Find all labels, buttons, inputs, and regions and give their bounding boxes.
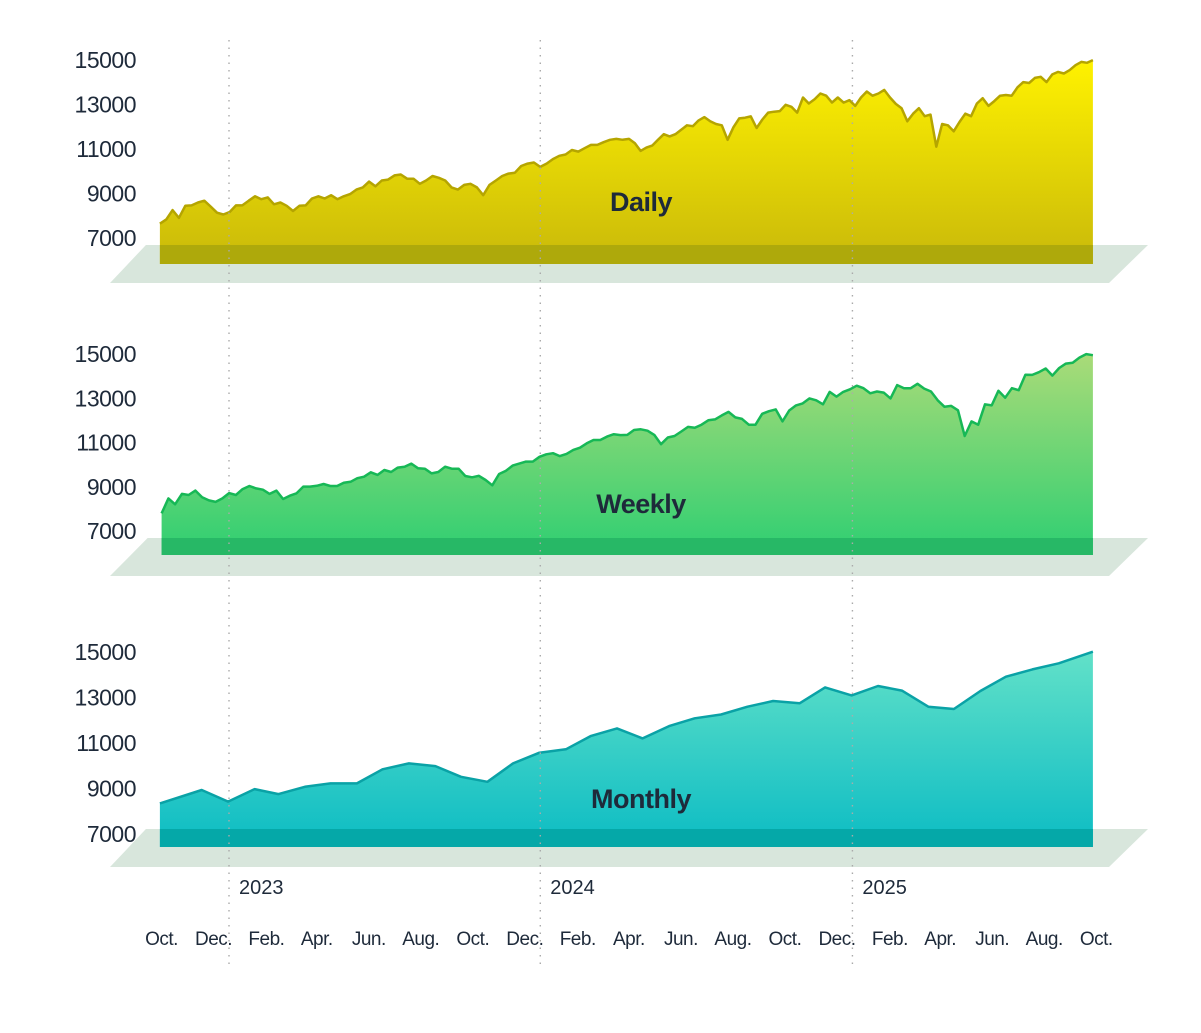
year-label: 2024 (550, 877, 595, 899)
daily-y-tick-label: 13000 (75, 92, 136, 118)
daily-base-band (159, 245, 1093, 264)
monthly-y-tick-label: 11000 (76, 730, 136, 756)
daily-series-line (159, 58, 1094, 225)
weekly-y-tick-label: 9000 (87, 474, 136, 500)
panel-areas (159, 58, 1094, 847)
month-tick-label: Jun. (664, 929, 698, 950)
month-tick-label: Oct. (1080, 929, 1113, 950)
monthly-y-tick-label: 9000 (87, 776, 136, 802)
weekly-area (161, 354, 1093, 555)
daily-y-tick-label: 9000 (87, 181, 136, 207)
month-tick-label: Apr. (924, 929, 956, 950)
monthly-y-tick-label: 15000 (75, 639, 136, 665)
month-tick-label: Oct. (769, 929, 802, 950)
month-tick-label: Oct. (145, 929, 178, 950)
monthly-series-line (159, 650, 1094, 805)
weekly-y-tick-label: 11000 (76, 430, 136, 456)
monthly-panel-label: Monthly (591, 784, 691, 814)
weekly-y-tick-label: 7000 (87, 518, 136, 544)
month-tick-label: Oct. (456, 929, 489, 950)
month-tick-label: Dec. (818, 929, 855, 950)
weekly-panel-label: Weekly (596, 489, 686, 519)
month-tick-label: Aug. (1026, 929, 1063, 950)
month-tick-label: Apr. (613, 929, 645, 950)
weekly-y-tick-label: 13000 (75, 385, 136, 411)
year-gridlines (228, 40, 854, 968)
monthly-area (159, 651, 1093, 847)
daily-y-tick-label: 7000 (87, 225, 136, 251)
month-tick-label: Aug. (402, 929, 439, 950)
daily-panel-label: Daily (610, 187, 673, 217)
axis-labels: 15000 13000 11000 9000 7000 Daily 15000 13000 11… (75, 47, 1114, 950)
daily-y-tick-label: 11000 (76, 136, 136, 162)
month-tick-label: Feb. (248, 929, 284, 950)
month-tick-label: Aug. (714, 929, 751, 950)
month-tick-label: Jun. (975, 929, 1009, 950)
month-tick-label: Jun. (352, 929, 386, 950)
year-label: 2025 (862, 877, 907, 899)
month-tick-label: Apr. (301, 929, 333, 950)
daily-area (159, 60, 1093, 264)
weekly-y-tick-label: 15000 (75, 341, 136, 367)
daily-y-tick-label: 15000 (75, 47, 136, 73)
monthly-y-tick-label: 13000 (75, 685, 136, 711)
month-tick-label: Feb. (560, 929, 596, 950)
monthly-base-band (159, 829, 1093, 847)
weekly-series-line (160, 352, 1094, 514)
monthly-y-tick-label: 7000 (87, 821, 136, 847)
month-tick-label: Feb. (872, 929, 908, 950)
month-tick-label: Dec. (506, 929, 543, 950)
year-label: 2023 (239, 877, 284, 899)
weekly-base-band (161, 538, 1093, 555)
month-tick-label: Dec. (195, 929, 232, 950)
